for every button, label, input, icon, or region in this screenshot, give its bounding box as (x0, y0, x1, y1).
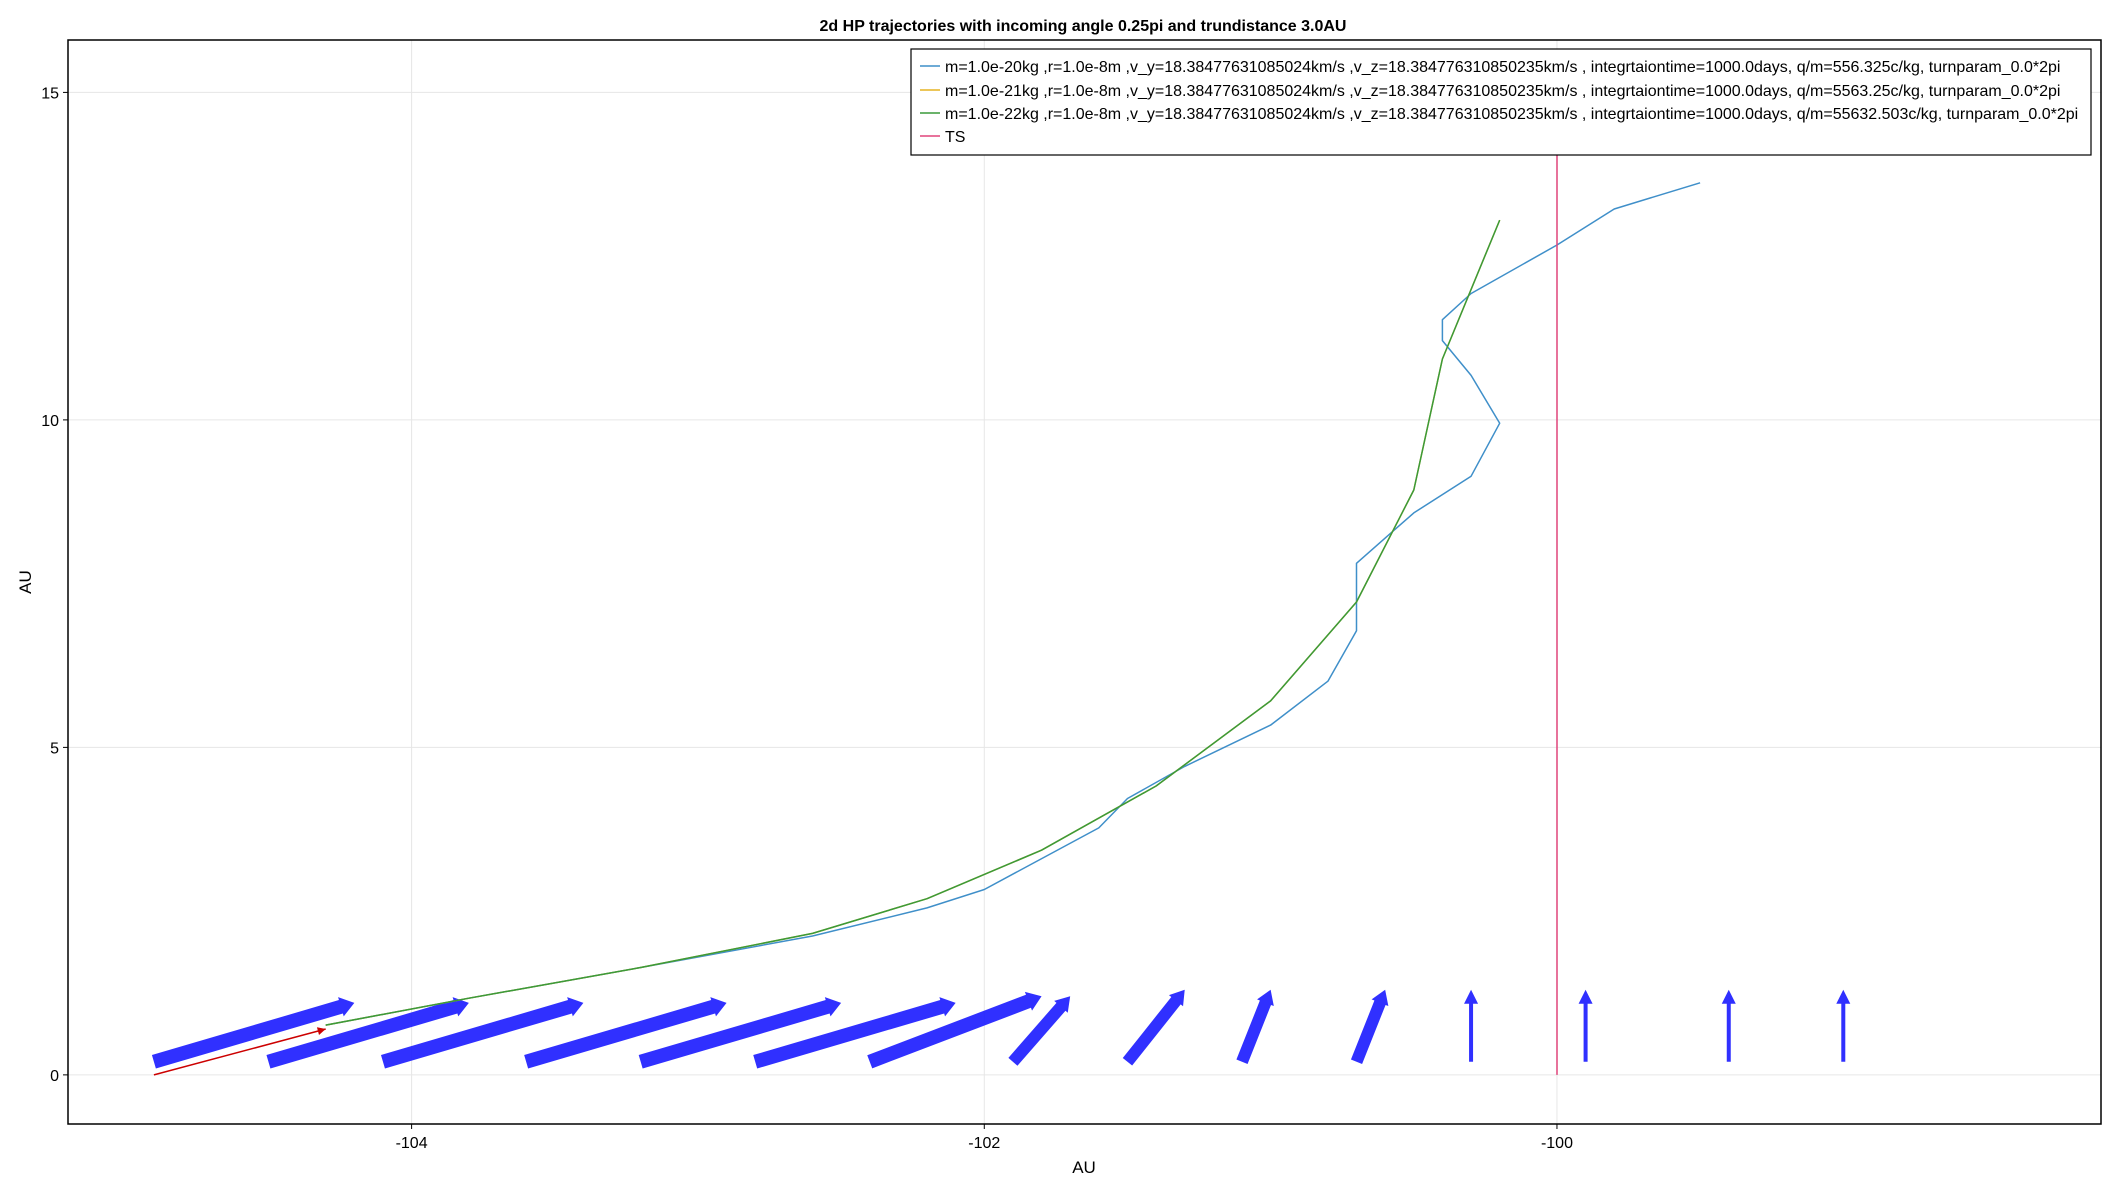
field-arrow-shape (1836, 989, 1851, 1062)
x-tick-label: -100 (1541, 1135, 1573, 1152)
field-arrow-shape (151, 997, 355, 1069)
plot-area (67, 39, 2102, 1125)
field-arrow-shape (380, 997, 584, 1069)
legend: m=1.0e-20kg ,r=1.0e-8m ,v_y=18.384776310… (910, 48, 2092, 156)
field-arrow (638, 997, 842, 1069)
field-arrow-shape (1721, 989, 1736, 1062)
field-arrows (151, 989, 1851, 1069)
field-arrow (1008, 996, 1071, 1066)
x-axis-label: AU (1072, 1158, 1096, 1177)
field-arrow-shape (638, 997, 842, 1069)
legend-entry-series-2: m=1.0e-21kg ,r=1.0e-8m ,v_y=18.384776310… (945, 83, 2060, 100)
y-tick-label: 10 (41, 413, 59, 430)
x-tick-label: -102 (968, 1135, 1000, 1152)
field-arrow-shape (1236, 989, 1274, 1064)
plot-frame (67, 39, 2102, 1125)
field-arrow (524, 997, 727, 1069)
field-arrow (1578, 989, 1593, 1062)
field-arrow (1464, 989, 1479, 1062)
series-line-3 (325, 219, 1501, 1026)
legend-box (910, 48, 2092, 156)
chart-title: 2d HP trajectories with incoming angle 0… (820, 18, 1347, 35)
field-arrow-shape (1008, 996, 1071, 1066)
incoming-vector-head (316, 1027, 326, 1035)
field-arrow-shape (524, 997, 727, 1069)
field-arrow (151, 997, 355, 1069)
field-arrow (380, 997, 584, 1069)
legend-entry-series-1: m=1.0e-20kg ,r=1.0e-8m ,v_y=18.384776310… (945, 59, 2060, 76)
legend-entry-ts: TS (945, 129, 965, 146)
y-tick-label: 0 (50, 1068, 59, 1085)
field-arrow-shape (1578, 989, 1593, 1062)
field-arrow (1350, 989, 1389, 1064)
field-arrow (266, 997, 469, 1069)
field-arrow-shape (753, 997, 956, 1069)
field-arrow (1236, 989, 1274, 1064)
field-arrow-shape (1350, 989, 1389, 1064)
field-arrow (867, 991, 1042, 1069)
field-arrow-shape (1464, 989, 1479, 1062)
legend-entry-series-3: m=1.0e-22kg ,r=1.0e-8m ,v_y=18.384776310… (945, 106, 2078, 123)
incoming-vector (153, 1028, 326, 1076)
y-tick-label: 15 (41, 85, 59, 102)
series-line-1 (325, 182, 1701, 1026)
y-axis-label: AU (16, 570, 35, 594)
field-arrow-shape (867, 991, 1042, 1069)
field-arrow (1721, 989, 1736, 1062)
tick-labels: -104 -102 -100 0 5 10 15 (41, 85, 1573, 1152)
field-arrow-shape (266, 997, 469, 1069)
field-arrow-shape (1122, 989, 1185, 1066)
y-tick-label: 5 (50, 740, 59, 757)
field-arrow (1836, 989, 1851, 1062)
plot-background (68, 40, 2101, 1124)
series-layer (153, 98, 1701, 1076)
x-tick-label: -104 (396, 1135, 428, 1152)
field-arrow (753, 997, 956, 1069)
field-arrow (1122, 989, 1185, 1066)
